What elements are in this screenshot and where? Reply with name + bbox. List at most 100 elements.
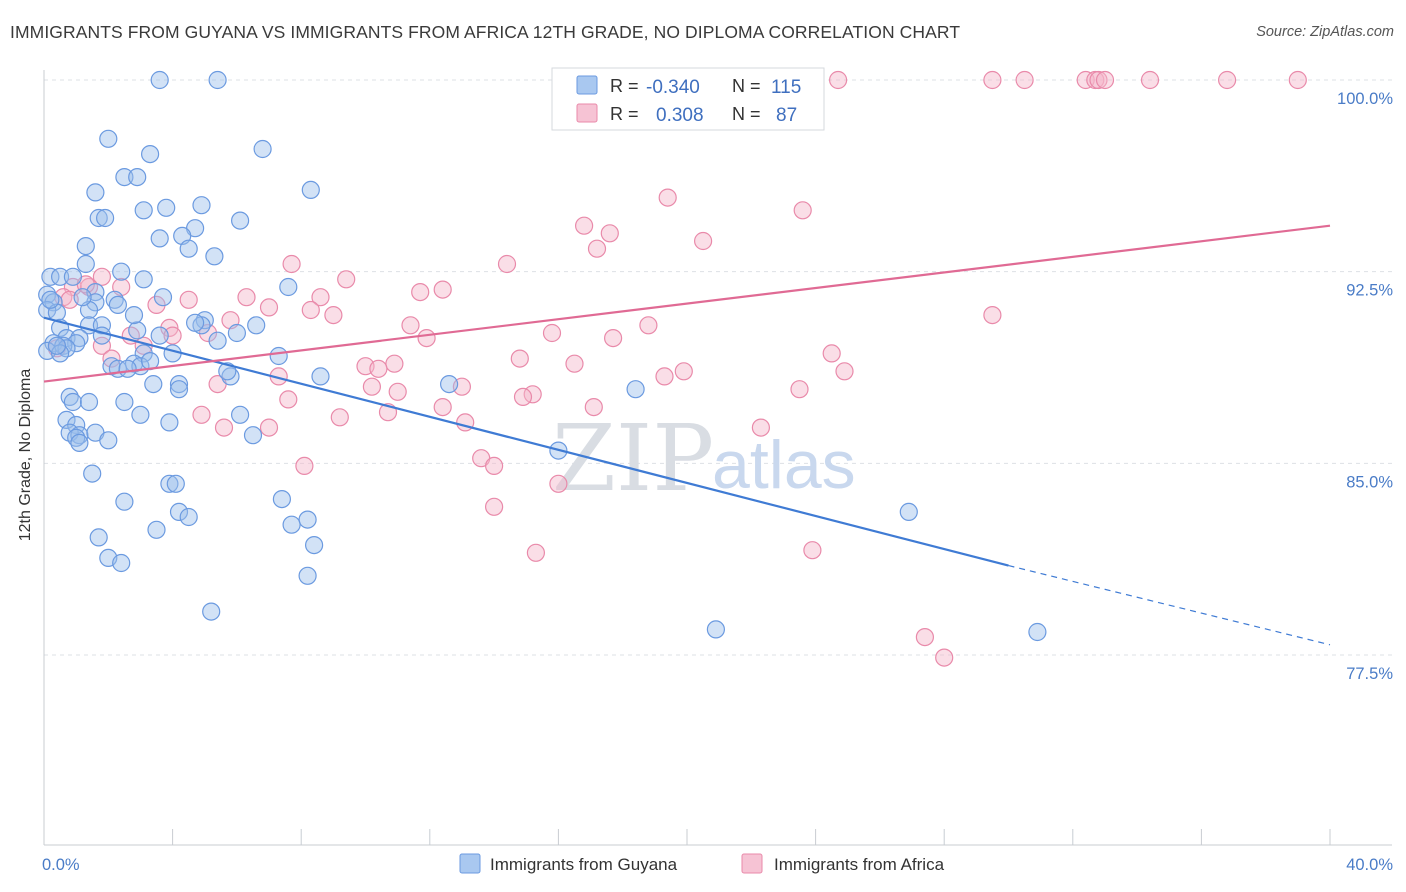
guyana-point-0 [150, 70, 169, 90]
guyana-point-81 [243, 426, 263, 445]
guyana-point-86 [83, 464, 102, 483]
africa-point-11 [658, 188, 677, 207]
guyana-point-9 [192, 196, 211, 215]
africa-point-70 [330, 408, 349, 427]
africa-point-55 [835, 362, 854, 381]
guyana-point-47 [70, 329, 89, 348]
africa-point-14 [600, 224, 619, 243]
bottom-legend-swatch-guyana [459, 853, 481, 874]
watermark-zip: ZIP [552, 405, 714, 512]
y-tick-label-3: 77.5% [1346, 665, 1393, 683]
africa-point-64 [513, 387, 533, 406]
africa-point-50 [385, 354, 404, 373]
guyana-point-28 [38, 285, 57, 304]
africa-point-65 [279, 390, 298, 409]
guyana-point-62 [221, 367, 240, 386]
bottom-legend-label-guyana: Immigrants from Guyana [490, 855, 678, 874]
guyana-point-20 [205, 247, 224, 266]
guyana-point-41 [92, 316, 112, 335]
guyana-point-65 [144, 375, 163, 394]
africa-point-40 [542, 323, 562, 343]
africa-point-3 [1015, 70, 1034, 90]
africa-point-80 [526, 543, 546, 562]
guyana-trend-extension [1008, 564, 1331, 646]
africa-point-44 [603, 329, 623, 348]
guyana-point-96 [147, 520, 166, 539]
series-africa-points [47, 70, 1307, 667]
guyana-point-107 [41, 290, 60, 309]
africa-point-30 [311, 288, 330, 307]
guyana-trend-line [43, 316, 1009, 567]
guyana-point-105 [92, 326, 112, 345]
africa-point-16 [587, 239, 607, 258]
guyana-point-29 [153, 288, 173, 307]
africa-point-21 [433, 280, 452, 299]
africa-point-25 [411, 283, 430, 302]
guyana-point-79 [70, 426, 89, 445]
guyana-point-26 [279, 277, 298, 297]
guyana-point-14 [231, 211, 250, 230]
africa-point-18 [497, 254, 517, 274]
africa-point-78 [549, 474, 568, 493]
africa-point-29 [179, 290, 198, 309]
guyana-point-100 [112, 553, 131, 573]
africa-point-1 [828, 70, 848, 90]
guyana-point-68 [626, 380, 645, 399]
guyana-point-63 [311, 367, 330, 386]
guyana-point-3 [141, 145, 160, 164]
guyana-point-93 [298, 510, 317, 529]
legend-r-label-africa: R = [610, 104, 639, 124]
africa-point-48 [102, 349, 121, 368]
series-guyana-points [38, 70, 1047, 642]
africa-point-66 [433, 398, 452, 417]
guyana-point-66 [169, 380, 189, 399]
y-tick-label-0: 100.0% [1337, 90, 1393, 108]
guyana-point-70 [115, 392, 134, 412]
guyana-point-108 [73, 288, 92, 307]
africa-point-79 [485, 497, 504, 516]
guyana-point-44 [227, 323, 246, 343]
africa-point-61 [790, 380, 809, 399]
y-tick-label-1: 92.5% [1346, 282, 1393, 300]
y-axis-label: 12th Grade, No Diploma [17, 369, 34, 542]
africa-point-69 [192, 405, 211, 424]
africa-point-47 [822, 344, 841, 363]
guyana-point-83 [99, 431, 118, 450]
guyana-point-69 [60, 387, 79, 406]
guyana-point-97 [89, 528, 108, 547]
x-tick-label-max: 40.0% [1346, 856, 1393, 874]
africa-point-46 [92, 336, 112, 355]
axes [43, 70, 1392, 846]
legend-r-value-africa: 0.308 [656, 105, 704, 126]
guyana-point-77 [160, 413, 179, 432]
guyana-point-10 [157, 198, 176, 217]
africa-point-4 [1076, 70, 1095, 90]
guyana-point-74 [231, 405, 250, 424]
y-tick-labels: 100.0% 92.5% 85.0% 77.5% [1337, 90, 1393, 683]
africa-point-19 [92, 267, 112, 286]
x-tick-label-min: 0.0% [42, 856, 80, 874]
guyana-point-94 [899, 502, 918, 521]
africa-point-51 [565, 354, 584, 373]
guyana-point-5 [115, 168, 134, 187]
guyana-point-71 [63, 392, 83, 412]
watermark-atlas: atlas [712, 427, 856, 503]
guyana-point-7 [301, 180, 320, 199]
legend-n-value-guyana: 115 [771, 77, 801, 98]
africa-point-12 [793, 201, 812, 220]
africa-point-53 [369, 359, 388, 378]
guyana-point-95 [282, 515, 301, 534]
africa-point-49 [510, 349, 529, 368]
africa-point-81 [803, 541, 822, 560]
guyana-point-24 [50, 267, 70, 286]
africa-point-56 [655, 367, 674, 386]
africa-point-82 [915, 627, 935, 647]
africa-point-7 [1095, 70, 1115, 90]
guyana-point-64 [169, 375, 189, 394]
guyana-point-102 [202, 602, 221, 621]
guyana-point-25 [134, 270, 153, 289]
guyana-point-19 [179, 239, 198, 258]
guyana-point-18 [76, 237, 95, 256]
africa-point-2 [983, 70, 1002, 90]
guyana-point-2 [253, 139, 272, 159]
